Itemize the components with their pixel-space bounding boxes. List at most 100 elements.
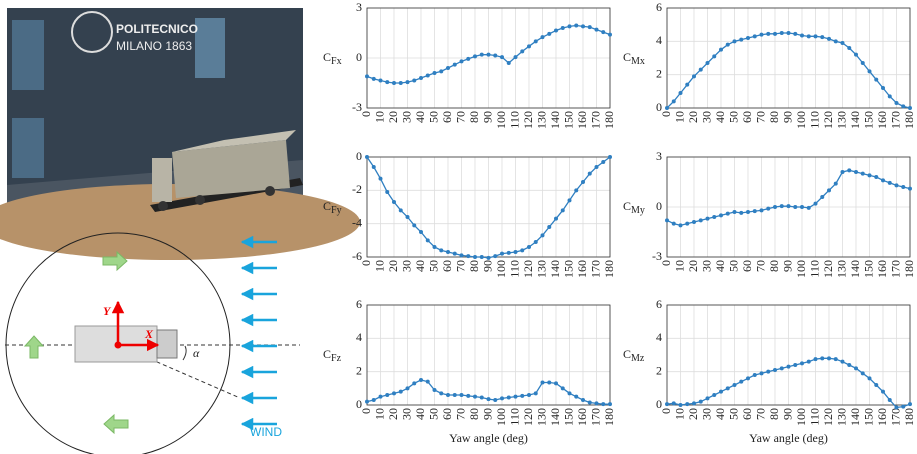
data-point bbox=[881, 178, 885, 183]
data-point bbox=[473, 54, 477, 59]
data-point bbox=[500, 396, 504, 401]
data-point bbox=[685, 402, 690, 407]
y-axis-label-sub: My bbox=[631, 205, 645, 216]
x-tick-label: 0 bbox=[659, 408, 673, 414]
x-tick-label: 10 bbox=[672, 408, 686, 420]
x-tick-label: 120 bbox=[521, 260, 535, 278]
y-tick-label: 0 bbox=[656, 100, 662, 114]
data-point bbox=[833, 181, 838, 186]
x-tick-label: 30 bbox=[699, 260, 713, 272]
data-point bbox=[378, 394, 383, 399]
data-point bbox=[813, 201, 818, 206]
plot-frame bbox=[666, 156, 911, 258]
x-tick-label: 100 bbox=[794, 111, 808, 129]
data-point bbox=[860, 371, 865, 376]
data-point bbox=[398, 81, 403, 85]
data-point bbox=[759, 208, 764, 213]
plot-frame bbox=[366, 7, 611, 109]
x-tick-label: 70 bbox=[453, 111, 467, 123]
data-point bbox=[813, 34, 818, 39]
y-tick-label: 2 bbox=[656, 363, 662, 377]
chart: 0 10 20 30 40 50 60 70 80 90 100 110 120 130 140 150 160… bbox=[323, 0, 616, 129]
x-tick-label: 130 bbox=[534, 111, 548, 129]
data-point bbox=[786, 364, 791, 369]
x-tick-label: 160 bbox=[875, 111, 889, 129]
x-tick-label: 80 bbox=[767, 408, 781, 420]
x-tick-label: 20 bbox=[686, 408, 700, 420]
data-point bbox=[759, 371, 764, 376]
data-point bbox=[554, 216, 558, 221]
data-point bbox=[412, 78, 417, 83]
data-point bbox=[678, 403, 683, 407]
x-tick-label: 10 bbox=[372, 260, 386, 272]
data-point bbox=[800, 205, 804, 209]
x-tick-label: 180 bbox=[902, 111, 916, 129]
data-point bbox=[752, 373, 757, 377]
data-point bbox=[500, 55, 504, 60]
x-tick-label: 150 bbox=[861, 408, 875, 426]
data-point bbox=[685, 82, 690, 87]
data-point bbox=[506, 395, 511, 400]
x-tick-label: 180 bbox=[602, 260, 616, 278]
y-axis-label-main: C bbox=[623, 199, 631, 213]
data-point bbox=[419, 76, 423, 80]
y-tick-label: 0 bbox=[656, 199, 662, 213]
x-tick-label: 100 bbox=[494, 408, 508, 426]
y-axis-label-sub: Mz bbox=[631, 353, 645, 364]
data-point bbox=[432, 245, 437, 249]
data-point bbox=[425, 379, 430, 384]
data-point bbox=[520, 49, 525, 54]
data-point bbox=[779, 31, 784, 35]
x-tick-label: 80 bbox=[767, 260, 781, 272]
x-tick-label: 170 bbox=[588, 408, 602, 426]
data-point bbox=[685, 221, 690, 226]
data-point bbox=[385, 190, 390, 194]
x-tick-label: 110 bbox=[507, 111, 521, 129]
data-point bbox=[601, 160, 606, 164]
x-tick-label: 150 bbox=[561, 260, 575, 278]
data-point bbox=[827, 36, 831, 41]
data-point bbox=[365, 155, 369, 159]
x-tick-label: 50 bbox=[426, 408, 440, 420]
y-tick-label: -6 bbox=[352, 249, 362, 263]
data-point bbox=[712, 393, 717, 397]
data-point bbox=[392, 391, 396, 396]
data-point bbox=[692, 401, 696, 406]
x-tick-label: 50 bbox=[726, 408, 740, 420]
data-point bbox=[520, 393, 525, 398]
data-point bbox=[705, 396, 710, 401]
data-point bbox=[419, 230, 423, 234]
data-point bbox=[601, 402, 606, 407]
data-point bbox=[719, 47, 723, 52]
data-point bbox=[466, 254, 471, 259]
data-point bbox=[732, 383, 737, 387]
data-point bbox=[698, 67, 703, 72]
data-point bbox=[827, 356, 831, 361]
plot-frame bbox=[666, 7, 911, 109]
x-tick-label: 130 bbox=[534, 408, 548, 426]
x-tick-label: 150 bbox=[561, 408, 575, 426]
x-tick-label: 110 bbox=[507, 260, 521, 278]
data-point bbox=[793, 31, 798, 36]
data-point bbox=[766, 206, 771, 211]
y-tick-label: 0 bbox=[356, 397, 362, 411]
data-point bbox=[820, 356, 825, 361]
data-point bbox=[506, 250, 511, 255]
y-tick-label: 0 bbox=[356, 50, 362, 64]
data-point bbox=[773, 31, 777, 36]
x-tick-label: 80 bbox=[467, 111, 481, 123]
data-point bbox=[513, 250, 518, 254]
data-point bbox=[779, 366, 784, 371]
x-tick-label: 120 bbox=[821, 111, 835, 129]
data-point bbox=[752, 34, 757, 39]
data-point bbox=[547, 225, 552, 229]
y-axis-label-sub: Fx bbox=[331, 56, 342, 67]
data-point bbox=[874, 175, 879, 179]
data-point bbox=[533, 391, 538, 396]
x-tick-label: 100 bbox=[494, 260, 508, 278]
data-point bbox=[547, 380, 552, 385]
data-point bbox=[719, 389, 723, 394]
x-axis-label: Yaw angle (deg) bbox=[449, 431, 528, 445]
data-point bbox=[793, 205, 798, 209]
